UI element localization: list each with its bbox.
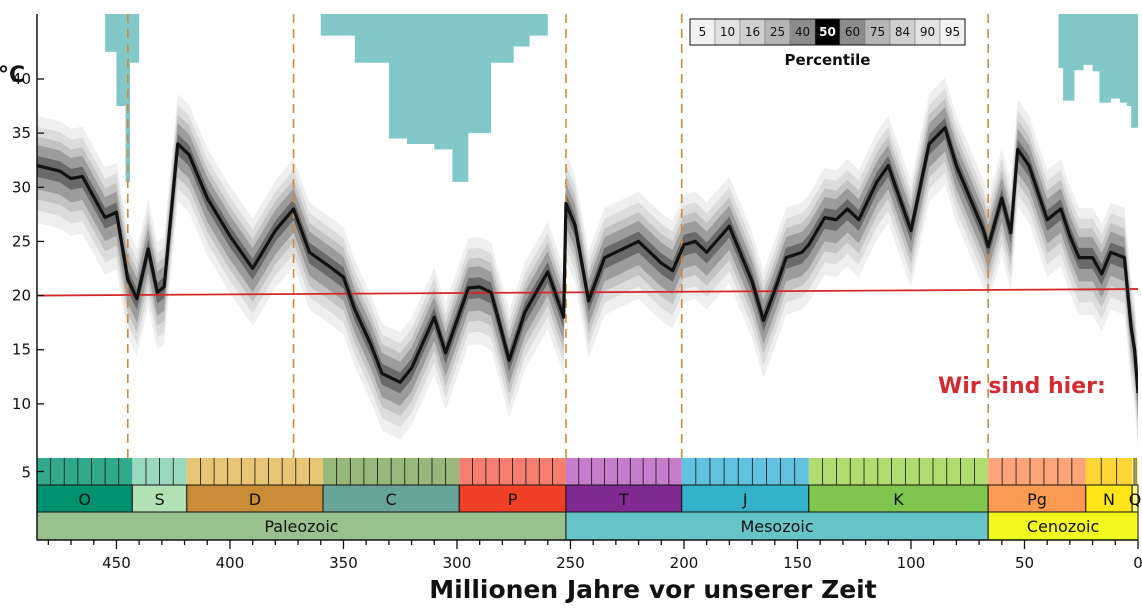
stage-column-cell [988,458,1086,485]
period-label: K [893,490,904,509]
legend-cell-label: 90 [920,25,935,39]
stage-column-cell [565,458,682,485]
stage-column-cell [37,458,133,485]
period-cell [322,484,460,513]
percentile-band-10-90 [37,88,1138,438]
x-tick-label: 100 [897,554,926,572]
y-axis-unit-label: °C [0,63,25,88]
era-label: Paleozoic [264,517,338,536]
x-tick-label: 350 [329,554,358,572]
legend-cell-label: 60 [845,25,860,39]
median-line [37,126,1138,394]
legend-title: Percentile [785,51,871,69]
median-line-layer [37,126,1138,394]
legend-cell-label: 40 [795,25,810,39]
x-tick-label: 450 [102,554,131,572]
y-tick-label: 10 [12,395,31,413]
ice-extent-block [293,14,548,182]
legend-cell [739,18,766,46]
x-tick-label: 0 [1133,554,1142,572]
x-tick-label: 200 [670,554,699,572]
period-label: T [618,490,629,509]
legend-cell [889,18,916,46]
legend-cell [814,18,841,46]
period-label: D [249,490,261,509]
y-tick-label: 35 [12,124,31,142]
legend-cell [689,18,716,46]
period-label: O [78,490,91,509]
legend-cell-label: 5 [699,25,707,39]
legend-cell-label: 25 [770,25,785,39]
chronostratigraphy-layer: O S D C P T J K Pg N Q Paleozoic Mesozoic Cenozoic [36,458,1142,541]
x-tick-label: 150 [783,554,812,572]
legend-cell-label: 10 [720,25,735,39]
y-tick-label: 25 [12,232,31,250]
period-cell [458,484,567,513]
x-tick-label: 50 [1015,554,1034,572]
legend-cell-label: 50 [819,25,836,39]
period-cell [808,484,989,513]
y-tick-label: 20 [12,287,31,305]
legend-cell [914,18,941,46]
era-label: Cenozoic [1027,517,1099,536]
ice-extent-layer [93,14,1138,182]
legend-frame [689,18,966,46]
stage-column-cell [681,458,809,485]
period-cell [681,484,810,513]
y-tick-label: 30 [12,178,31,196]
current-position-annotation: Wir sind hier: [938,374,1106,399]
stage-column-cell [1085,458,1133,485]
epoch-tick-label: 5 [21,464,31,482]
stage-column-cell [1132,458,1138,485]
period-label: Q [1129,490,1142,509]
legend-cell [714,18,741,46]
percentile-legend: 5 10 16 25 40 50 60 75 84 90 95 Percentile [689,18,966,69]
period-label: P [508,490,518,509]
y-tick-label: 15 [12,341,31,359]
ice-extent-block [93,14,140,182]
period-label: Pg [1027,490,1047,509]
legend-cell-label: 75 [870,25,885,39]
legend-cell-label: 95 [945,25,960,39]
period-label: J [742,490,748,509]
legend-cell [839,18,866,46]
era-label: Mesozoic [740,517,813,536]
x-tick-label: 250 [556,554,585,572]
y-tick-label: 40 [12,70,31,88]
ice-extent-block [1047,14,1138,150]
legend-cell-label: 16 [745,25,760,39]
period-label: S [155,490,165,509]
period-cell [987,484,1087,513]
stage-column-cell [808,458,989,485]
period-label: C [386,490,397,509]
x-tick-label: 300 [443,554,472,572]
x-tick-label: 400 [216,554,245,572]
x-axis-label: Millionen Jahre vor unserer Zeit [429,575,876,604]
period-label: N [1103,490,1115,509]
legend-cell-label: 84 [895,25,910,39]
